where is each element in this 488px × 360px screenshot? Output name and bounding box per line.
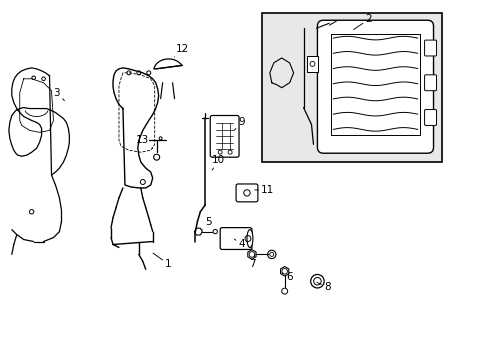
- Text: 11: 11: [254, 185, 274, 195]
- FancyBboxPatch shape: [317, 20, 433, 153]
- Text: 2: 2: [353, 14, 371, 30]
- FancyBboxPatch shape: [306, 56, 318, 72]
- Text: 7: 7: [248, 255, 255, 269]
- FancyBboxPatch shape: [210, 116, 239, 157]
- Text: 5: 5: [202, 217, 211, 229]
- Text: 9: 9: [234, 117, 245, 130]
- FancyBboxPatch shape: [424, 75, 436, 91]
- FancyBboxPatch shape: [424, 40, 436, 56]
- Text: 12: 12: [174, 44, 189, 57]
- FancyBboxPatch shape: [262, 13, 442, 162]
- Text: 6: 6: [282, 272, 292, 282]
- FancyBboxPatch shape: [424, 109, 436, 125]
- Text: 1: 1: [153, 253, 172, 269]
- Text: 13: 13: [136, 135, 152, 148]
- Ellipse shape: [246, 230, 252, 247]
- Text: 4: 4: [234, 239, 245, 249]
- Text: 10: 10: [211, 155, 224, 170]
- FancyBboxPatch shape: [220, 228, 251, 249]
- Text: 3: 3: [53, 88, 64, 101]
- Text: 8: 8: [316, 282, 330, 292]
- FancyBboxPatch shape: [236, 184, 257, 202]
